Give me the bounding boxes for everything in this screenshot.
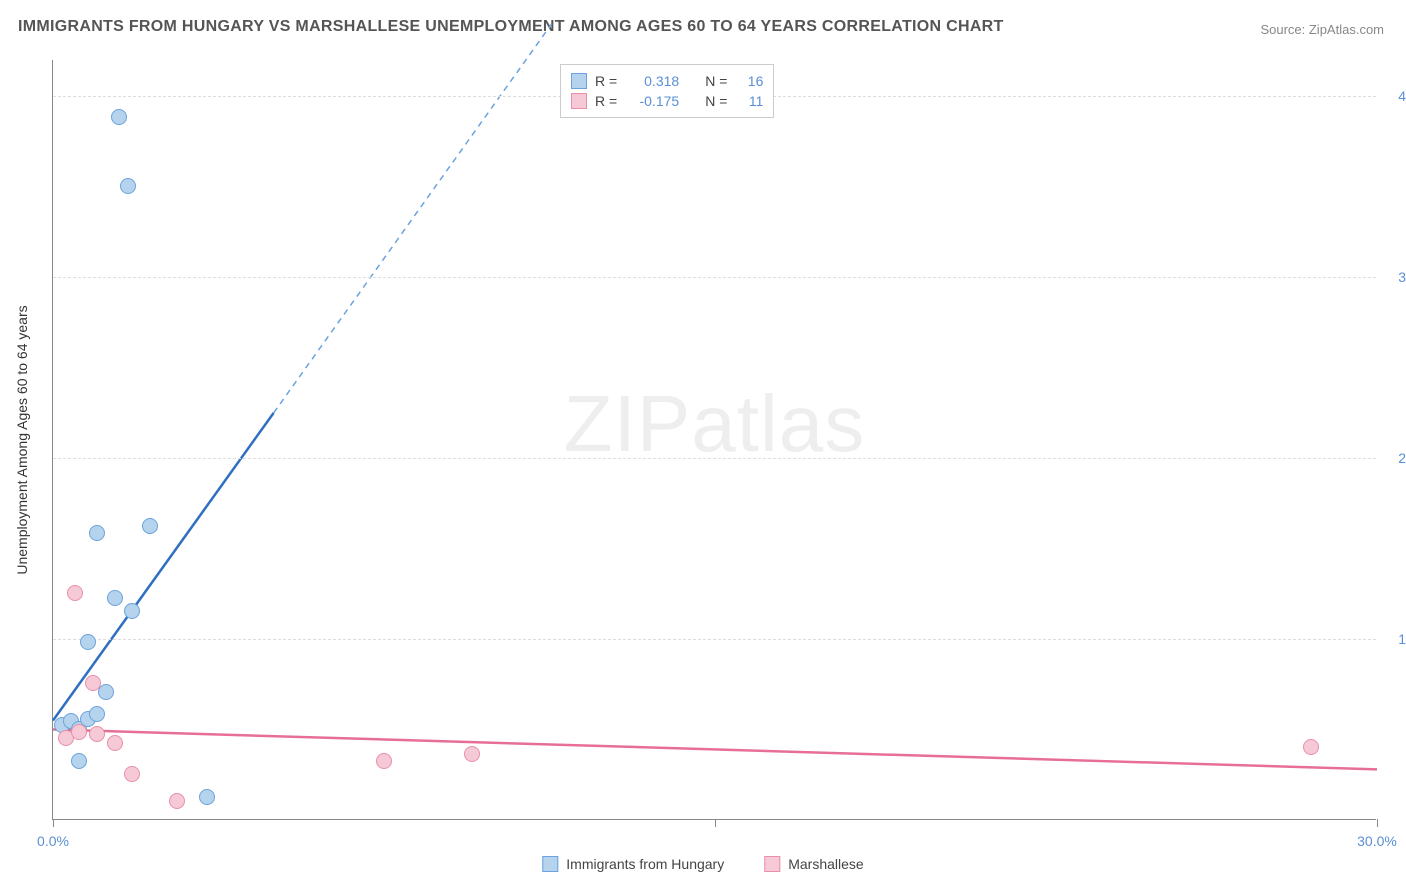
- y-tick-label: 20.0%: [1382, 450, 1406, 466]
- data-point: [89, 525, 105, 541]
- data-point: [376, 753, 392, 769]
- legend-label: Marshallese: [788, 856, 863, 872]
- trend-line: [53, 730, 1377, 770]
- y-tick-label: 30.0%: [1382, 269, 1406, 285]
- data-point: [67, 585, 83, 601]
- data-point: [111, 109, 127, 125]
- legend-swatch: [542, 856, 558, 872]
- x-tick-label: 0.0%: [37, 833, 69, 849]
- data-point: [80, 634, 96, 650]
- legend-swatch: [571, 93, 587, 109]
- source-label: Source: ZipAtlas.com: [1260, 22, 1384, 37]
- data-point: [89, 726, 105, 742]
- data-point: [120, 178, 136, 194]
- r-value: 0.318: [625, 73, 679, 89]
- legend-stat-row: R = -0.175 N = 11: [571, 91, 763, 111]
- y-axis-label: Unemployment Among Ages 60 to 64 years: [14, 305, 30, 574]
- plot-area: ZIPatlas 10.0%20.0%30.0%40.0%0.0%30.0%: [52, 60, 1376, 820]
- x-tick-label: 30.0%: [1357, 833, 1397, 849]
- gridline: [53, 458, 1376, 459]
- data-point: [124, 766, 140, 782]
- data-point: [107, 735, 123, 751]
- data-point: [98, 684, 114, 700]
- legend-label: Immigrants from Hungary: [566, 856, 724, 872]
- n-label: N =: [705, 73, 727, 89]
- data-point: [124, 603, 140, 619]
- r-label: R =: [595, 93, 617, 109]
- gridline: [53, 639, 1376, 640]
- data-point: [1303, 739, 1319, 755]
- data-point: [199, 789, 215, 805]
- data-point: [71, 753, 87, 769]
- data-point: [71, 724, 87, 740]
- r-label: R =: [595, 73, 617, 89]
- series-legend: Immigrants from Hungary Marshallese: [542, 856, 863, 872]
- chart-svg: [53, 60, 1376, 819]
- data-point: [169, 793, 185, 809]
- data-point: [89, 706, 105, 722]
- gridline: [53, 277, 1376, 278]
- y-tick-label: 40.0%: [1382, 88, 1406, 104]
- x-tick: [1377, 819, 1378, 827]
- n-label: N =: [705, 93, 727, 109]
- trend-line-dash: [274, 24, 552, 413]
- x-tick: [715, 819, 716, 827]
- n-value: 16: [735, 73, 763, 89]
- n-value: 11: [735, 93, 763, 109]
- legend-swatch: [764, 856, 780, 872]
- x-tick: [53, 819, 54, 827]
- data-point: [464, 746, 480, 762]
- data-point: [107, 590, 123, 606]
- chart-title: IMMIGRANTS FROM HUNGARY VS MARSHALLESE U…: [18, 18, 1004, 36]
- correlation-legend: R = 0.318 N = 16 R = -0.175 N = 11: [560, 64, 774, 118]
- r-value: -0.175: [625, 93, 679, 109]
- legend-item: Immigrants from Hungary: [542, 856, 724, 872]
- y-tick-label: 10.0%: [1382, 631, 1406, 647]
- legend-stat-row: R = 0.318 N = 16: [571, 71, 763, 91]
- legend-item: Marshallese: [764, 856, 863, 872]
- data-point: [85, 675, 101, 691]
- data-point: [142, 518, 158, 534]
- legend-swatch: [571, 73, 587, 89]
